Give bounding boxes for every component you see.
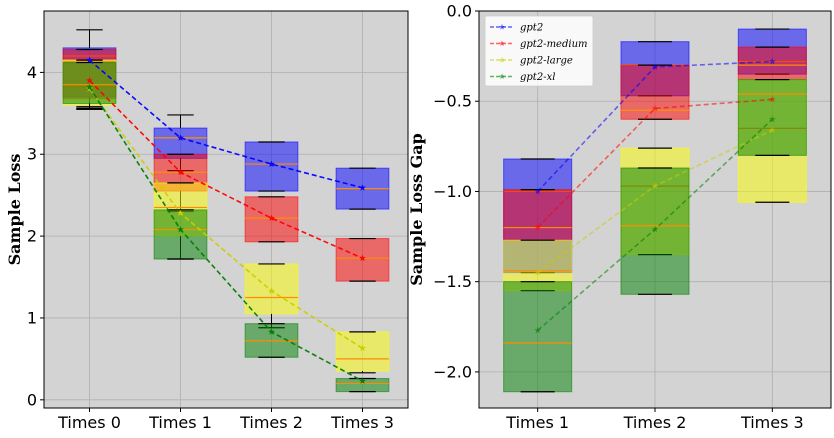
y-axis-label: Sample Loss [5,154,24,266]
legend-box [484,15,594,87]
mean-point-gpt2-xl [86,83,93,91]
mean-point-gpt2-xl [534,326,542,334]
mean-point-gpt2 [768,57,776,65]
x-tick-label: Times 2 [623,413,687,432]
mean-point-gpt2-large [534,269,542,276]
box-gpt2-xl-times-0 [62,62,117,104]
mean-point-gpt2-xl [768,115,776,123]
mean-point-gpt2-large [177,209,184,217]
sample-loss-chart: 0 1 2 3 4 Times 0 Times 1 Times 2 Times 3 Sample … [5,10,409,432]
legend-marker-gpt2 [498,23,506,30]
box-gpt2-medium-times-3 [335,238,390,282]
y-tick-label: 1 [27,308,37,327]
box-gpt2-large-times-3 [335,331,390,372]
mean-point-gpt2-large [268,287,275,294]
y-axis-label: Sample Loss Gap [407,133,426,286]
x-tick-label: Times 3 [330,413,394,432]
mean-point-gpt2-medium [359,254,366,262]
mean-point-gpt2 [359,184,366,191]
mean-point-gpt2-medium [768,95,776,103]
mean-point-gpt2 [86,56,93,64]
mean-point-gpt2-medium [86,76,93,84]
mean-point-gpt2-medium [534,223,542,231]
y-tick-label: −2.0 [433,362,472,381]
plot-frame [43,10,409,409]
mean-point-gpt2-xl [268,328,275,335]
mean-point-gpt2 [651,63,659,70]
x-tick-label: Times 1 [505,413,569,432]
legend-label-gpt2: gpt2 [520,23,543,34]
y-tick-label: 0 [27,390,37,409]
mean-point-gpt2-large [651,182,659,189]
legend-marker-gpt2-xl [498,73,506,80]
mean-point-gpt2-medium [177,168,184,176]
x-tick-label: Times 3 [740,413,804,432]
y-tick-label: −0.5 [433,92,472,111]
mean-line-gpt2-xl [88,86,363,382]
legend-marker-gpt2-large [498,56,506,63]
mean-line-gpt2-medium [88,80,363,259]
mean-point-gpt2 [177,134,184,141]
mean-point-gpt2 [268,160,275,167]
y-tick-label: 4 [27,63,37,82]
box-gpt2-times-2 [244,141,299,192]
mean-point-gpt2-medium [651,104,659,112]
mean-point-gpt2-large [768,126,776,134]
mean-point-gpt2-large [359,344,366,352]
x-tick-label: Times 1 [148,413,212,432]
y-tick-label: 3 [27,145,37,164]
box-gpt2-xl-times-1 [503,281,573,393]
sample-loss-gap-chart: −2.0 −1.5 −1.0 −0.5 0.0 Times 1 Times 2 Times 3… [407,2,832,432]
legend-label-gpt2-large: gpt2-large [520,56,573,67]
x-tick-label: Times 2 [239,413,303,432]
legend-marker-gpt2-medium [498,40,506,47]
y-tick-label: −1.0 [433,182,472,201]
legend-label-gpt2-xl: gpt2-xl [520,72,555,83]
box-gpt2-medium-times-1 [503,189,573,241]
legend-label-gpt2-medium: gpt2-medium [520,39,588,50]
y-tick-label: −1.5 [433,272,472,291]
mean-point-gpt2-medium [268,214,275,222]
x-tick-label: Times 0 [57,413,121,432]
y-tick-label: 0.0 [447,2,472,21]
mean-point-gpt2 [534,187,542,195]
box-gpt2-xl-times-1 [153,209,208,260]
mean-point-gpt2-xl [177,225,184,233]
y-tick-label: 2 [27,227,37,246]
mean-line-gpt2 [88,59,363,189]
mean-point-gpt2-xl [651,225,659,233]
mean-point-gpt2-xl [359,377,366,384]
